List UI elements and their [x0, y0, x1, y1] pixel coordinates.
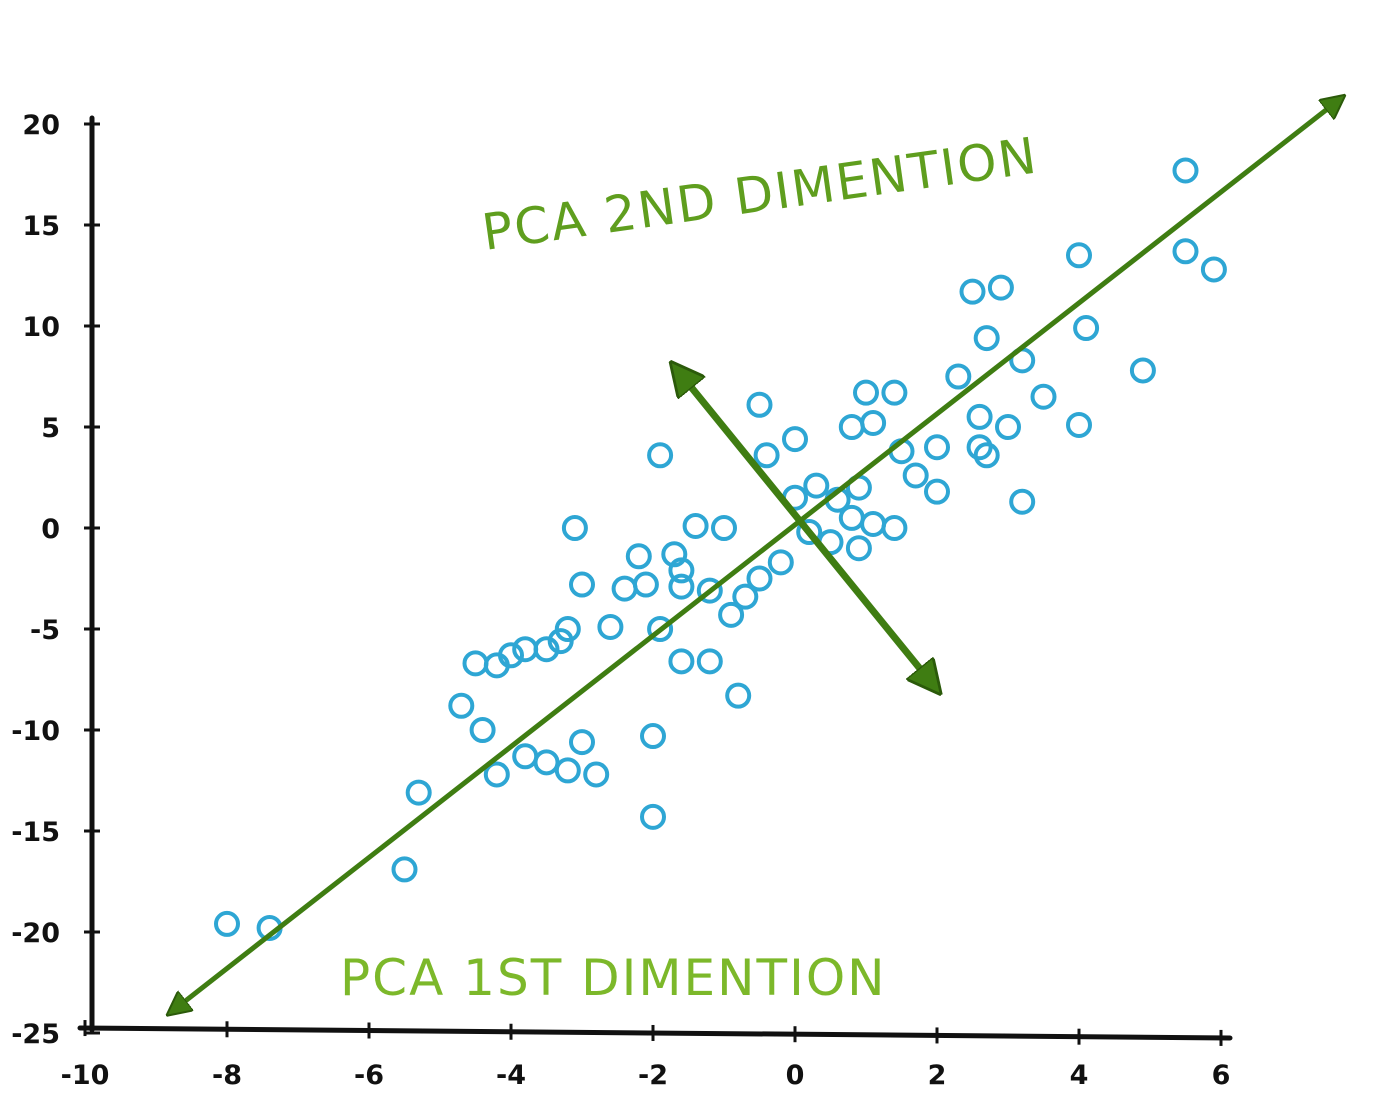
scatter-point	[767, 549, 794, 576]
scatter-point	[725, 682, 752, 709]
scatter-point	[711, 515, 737, 541]
scatter-point	[966, 403, 993, 430]
scatter-point	[838, 504, 865, 531]
scatter-point	[860, 409, 887, 436]
scatter-point	[1172, 157, 1199, 184]
scatter-point	[945, 363, 972, 390]
scatter-point	[647, 442, 674, 469]
scatter-point	[860, 510, 887, 537]
x-tick-label: -2	[638, 1060, 668, 1091]
scatter-point	[583, 761, 610, 788]
scatter-point	[881, 379, 908, 406]
scatter-point	[973, 325, 1000, 352]
scatter-point	[682, 512, 709, 539]
scatter-point	[746, 391, 773, 418]
scatter-point	[512, 743, 539, 770]
x-axis-ticks: -10 -8 -6 -4 -2 0 2 4 6	[61, 1020, 1231, 1091]
x-tick-label: -4	[496, 1060, 526, 1091]
scatter-point	[569, 571, 595, 598]
scatter-point	[469, 717, 496, 743]
scatter-points	[214, 157, 1227, 941]
scatter-point	[214, 910, 240, 937]
x-tick-label: -10	[61, 1060, 110, 1091]
scatter-point	[597, 613, 624, 640]
scatter-point	[640, 803, 666, 830]
scatter-point	[924, 478, 950, 505]
y-tick-label: -20	[11, 918, 60, 949]
scatter-point	[1172, 238, 1199, 265]
pc1-axis-arrow	[170, 98, 1342, 1013]
y-tick-label: -15	[11, 817, 60, 848]
x-tick-label: 6	[1212, 1060, 1231, 1091]
scatter-point	[554, 757, 581, 784]
scatter-point	[462, 650, 489, 677]
scatter-point	[1073, 315, 1100, 342]
y-tick-label: 20	[22, 110, 60, 141]
y-tick-label: -25	[11, 1019, 60, 1050]
scatter-point	[405, 779, 432, 806]
scatter-point	[696, 648, 723, 675]
scatter-point	[611, 575, 638, 602]
scatter-point	[632, 571, 659, 598]
x-tick-label: -6	[354, 1060, 384, 1091]
scatter-point	[838, 414, 865, 440]
pca-1st-dimension-label: PCA 1ST DIMENTION	[340, 949, 887, 1007]
scatter-point	[1009, 488, 1036, 515]
scatter-point	[782, 426, 808, 453]
y-tick-label: 5	[41, 413, 60, 444]
scatter-point	[987, 274, 1014, 301]
y-tick-label: 10	[22, 312, 60, 343]
scatter-point	[561, 515, 588, 541]
pca-2nd-dimension-label: PCA 2ND DIMENTION	[479, 126, 1042, 261]
y-tick-label: 15	[22, 211, 60, 242]
pc2-axis-arrow	[674, 366, 937, 689]
scatter-point	[1066, 411, 1092, 438]
scatter-point	[1200, 256, 1227, 283]
axes	[77, 115, 1233, 1041]
x-tick-label: 0	[786, 1060, 805, 1091]
scatter-point	[512, 636, 539, 663]
scatter-point	[391, 856, 418, 883]
scatter-point	[640, 723, 666, 750]
scatter-point	[924, 434, 950, 461]
y-tick-label: 0	[41, 514, 60, 545]
scatter-point	[845, 535, 872, 562]
scatter-point	[995, 414, 1021, 440]
x-tick-label: 2	[928, 1060, 947, 1091]
x-tick-label: -8	[212, 1060, 242, 1091]
scatter-point	[753, 442, 780, 469]
scatter-point	[1030, 383, 1057, 410]
x-tick-label: 4	[1070, 1060, 1089, 1091]
y-tick-label: -5	[30, 615, 60, 646]
scatter-point	[668, 648, 695, 675]
x-axis-line	[77, 1025, 1233, 1041]
scatter-point	[902, 462, 929, 489]
scatter-point	[625, 543, 652, 570]
principal-component-arrows	[170, 98, 1342, 1013]
scatter-point	[803, 472, 830, 499]
scatter-point	[881, 515, 908, 541]
scatter-point	[448, 692, 475, 719]
scatter-point	[959, 278, 986, 305]
scatter-point	[1066, 242, 1092, 269]
scatter-point	[853, 379, 879, 406]
scatter-point	[569, 729, 595, 756]
scatter-point	[1129, 357, 1156, 384]
scatter-point	[668, 573, 695, 600]
y-tick-label: -10	[11, 716, 60, 747]
y-axis-ticks: 20 15 10 5 0 -5 -10 -15 -20 -25	[11, 110, 100, 1050]
scatter-point	[533, 749, 560, 776]
scatter-point	[718, 601, 745, 628]
